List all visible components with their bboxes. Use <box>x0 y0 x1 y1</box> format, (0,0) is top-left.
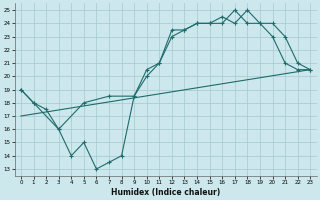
X-axis label: Humidex (Indice chaleur): Humidex (Indice chaleur) <box>111 188 220 197</box>
